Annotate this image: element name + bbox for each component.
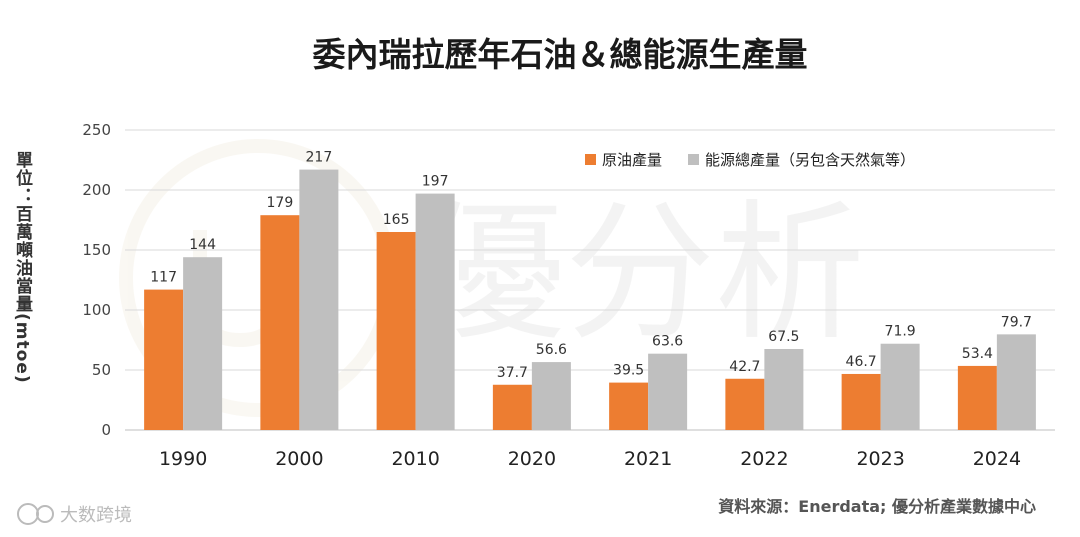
bar-total-energy <box>996 334 1036 430</box>
bar-total-energy <box>299 169 339 430</box>
bar-crude-oil <box>841 373 881 430</box>
bar-total-energy <box>183 257 223 430</box>
bar-crude-oil <box>609 382 649 430</box>
source-note: 資料來源：Enerdata; 優分析產業數據中心 <box>718 497 1036 516</box>
legend-label-crude: 原油產量 <box>602 151 662 169</box>
y-axis-label: 單位：百萬噸油當量(mtoe) <box>12 151 33 384</box>
data-label: 63.6 <box>652 334 683 350</box>
bar-crude-oil <box>957 365 997 430</box>
data-label: 117 <box>150 270 177 286</box>
bar-total-energy <box>648 353 688 430</box>
x-tick-label: 2020 <box>508 448 556 470</box>
watermark: 優分析 <box>119 139 865 417</box>
bar-total-energy <box>415 193 455 430</box>
data-label: 46.7 <box>846 354 877 370</box>
data-label: 144 <box>189 237 216 253</box>
footer-logo-text: 大数跨境 <box>60 505 132 526</box>
data-label: 197 <box>422 174 449 190</box>
legend-label-total: 能源總產量（另包含天然氣等） <box>705 151 915 169</box>
y-tick-label: 0 <box>101 421 111 439</box>
x-tick-label: 2024 <box>973 448 1021 470</box>
bar-total-energy <box>764 349 804 430</box>
x-tick-label: 2023 <box>856 448 904 470</box>
data-label: 179 <box>267 195 294 211</box>
y-tick-label: 50 <box>92 361 111 379</box>
y-tick-label: 150 <box>82 241 111 259</box>
bar-crude-oil <box>260 215 300 430</box>
data-label: 217 <box>306 150 333 166</box>
chart-title: 委內瑞拉歷年石油＆總能源生產量 <box>313 35 808 74</box>
watermark-text: 優分析 <box>415 187 865 361</box>
data-label: 67.5 <box>768 329 799 345</box>
x-tick-label: 2021 <box>624 448 672 470</box>
bar-crude-oil <box>725 378 765 430</box>
legend: 原油產量 能源總產量（另包含天然氣等） <box>585 151 915 169</box>
data-label: 79.7 <box>1001 314 1032 330</box>
bar-crude-oil <box>492 384 532 430</box>
legend-swatch-total <box>688 154 699 165</box>
y-tick-label: 200 <box>82 181 111 199</box>
x-tick-label: 2010 <box>391 448 439 470</box>
y-tick-label: 250 <box>82 121 111 139</box>
bar-crude-oil <box>376 232 416 430</box>
data-label: 56.6 <box>536 342 567 358</box>
legend-swatch-crude <box>585 154 596 165</box>
data-label: 42.7 <box>729 359 760 375</box>
footer-logo-icon <box>17 503 39 525</box>
bar-total-energy <box>880 343 920 430</box>
x-tick-label: 2000 <box>275 448 323 470</box>
bar-crude-oil <box>144 289 184 430</box>
x-tick-label: 1990 <box>159 448 207 470</box>
data-label: 53.4 <box>962 346 993 362</box>
y-tick-label: 100 <box>82 301 111 319</box>
data-label: 37.7 <box>497 365 528 381</box>
data-label: 165 <box>383 212 410 228</box>
data-label: 71.9 <box>885 324 916 340</box>
bar-total-energy <box>531 362 571 430</box>
footer-logo: 大数跨境 <box>17 503 132 526</box>
data-label: 39.5 <box>613 363 644 379</box>
x-tick-label: 2022 <box>740 448 788 470</box>
